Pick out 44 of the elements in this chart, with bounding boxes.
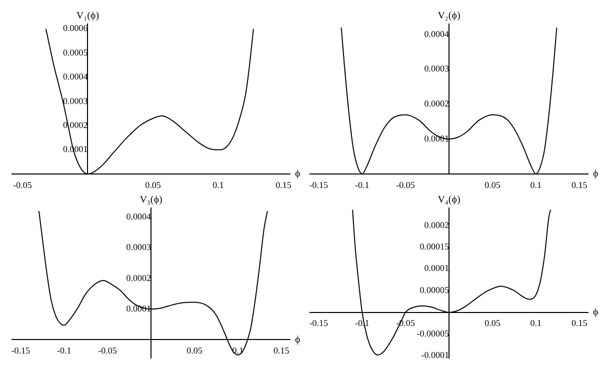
y-tick-label: 0.0003: [62, 96, 88, 106]
y-tick-label: 0.0005: [62, 47, 88, 58]
x-tick-label: 0.15: [571, 180, 588, 190]
y-axis-title: V₁(ϕ): [76, 10, 100, 22]
x-tick-label: -0.1: [57, 345, 72, 356]
y-tick-label: 0.00005: [420, 284, 450, 295]
y-tick-label: 0.0003: [126, 242, 152, 252]
x-tick-label: 0.05: [484, 318, 501, 328]
x-tick-label: -0.15: [309, 180, 329, 190]
x-tick-label: 0.05: [484, 180, 501, 190]
x-tick-label: -0.05: [98, 345, 118, 356]
x-tick-label: 0.05: [145, 180, 162, 190]
y-tick-label: -0.00005: [416, 328, 450, 338]
x-tick-label: 0.1: [530, 318, 542, 328]
y-tick-label: 0.0001: [424, 133, 449, 144]
x-tick-label: -0.05: [396, 180, 416, 190]
y-tick-label: 0.0004: [62, 72, 88, 82]
x-axis-title: ϕ: [593, 168, 598, 180]
x-axis-title: ϕ: [295, 334, 300, 346]
x-tick-label: 0.15: [276, 180, 292, 190]
x-tick-label: -0.15: [309, 318, 329, 328]
x-tick-label: 0.05: [186, 345, 203, 356]
y-axis-title: V₂(ϕ): [438, 10, 460, 22]
y-tick-label: 0.0004: [424, 28, 450, 39]
y-tick-label: 0.0006: [62, 23, 88, 34]
y-axis-title: V₃(ϕ): [140, 194, 162, 206]
y-tick-label: 0.0004: [126, 212, 152, 222]
x-tick-label: 0.1: [212, 180, 224, 190]
x-tick-label: -0.05: [13, 180, 32, 190]
x-axis-title: ϕ: [295, 168, 300, 180]
x-tick-label: -0.15: [11, 345, 31, 356]
y-tick-label: -0.0001: [421, 350, 449, 360]
y-axis-title: V₄(ϕ): [438, 194, 460, 206]
x-tick-label: 0.1: [530, 180, 542, 190]
y-tick-label: 0.0003: [424, 64, 450, 74]
y-tick-label: 0.0002: [424, 98, 449, 109]
x-tick-label: 0.15: [571, 318, 588, 328]
x-tick-label: -0.1: [355, 180, 370, 190]
x-tick-label: 0.15: [273, 345, 290, 356]
y-tick-label: 0.0002: [126, 272, 151, 283]
y-tick-label: 0.0002: [424, 220, 449, 230]
y-tick-label: 0.0001: [424, 263, 449, 274]
x-axis-title: ϕ: [593, 306, 598, 318]
y-tick-label: 0.00015: [420, 241, 450, 252]
